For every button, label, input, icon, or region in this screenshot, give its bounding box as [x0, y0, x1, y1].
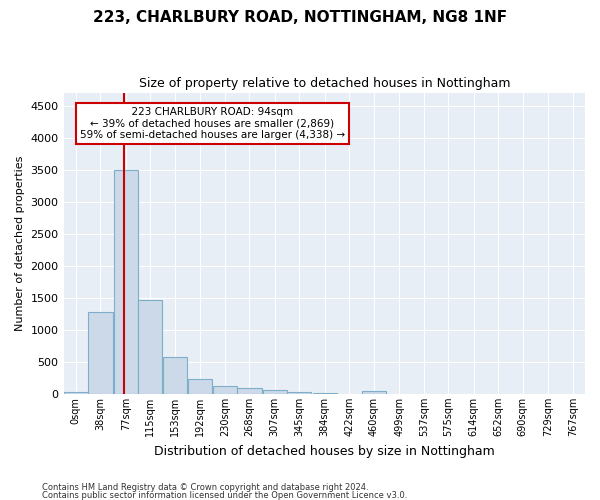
X-axis label: Distribution of detached houses by size in Nottingham: Distribution of detached houses by size … [154, 444, 494, 458]
Bar [64, 392, 88, 394]
Bar [138, 300, 163, 394]
Title: Size of property relative to detached houses in Nottingham: Size of property relative to detached ho… [139, 78, 510, 90]
Text: Contains public sector information licensed under the Open Government Licence v3: Contains public sector information licen… [42, 490, 407, 500]
Bar [113, 170, 138, 394]
Text: 223 CHARLBURY ROAD: 94sqm  
← 39% of detached houses are smaller (2,869)
59% of : 223 CHARLBURY ROAD: 94sqm ← 39% of detac… [80, 107, 345, 140]
Text: 223, CHARLBURY ROAD, NOTTINGHAM, NG8 1NF: 223, CHARLBURY ROAD, NOTTINGHAM, NG8 1NF [93, 10, 507, 25]
Bar [313, 393, 337, 394]
Bar [362, 390, 386, 394]
Bar [88, 312, 113, 394]
Bar [287, 392, 311, 394]
Bar [213, 386, 237, 394]
Bar [238, 388, 262, 394]
Bar [163, 357, 187, 394]
Bar [263, 390, 287, 394]
Bar [188, 379, 212, 394]
Y-axis label: Number of detached properties: Number of detached properties [15, 156, 25, 331]
Text: Contains HM Land Registry data © Crown copyright and database right 2024.: Contains HM Land Registry data © Crown c… [42, 484, 368, 492]
